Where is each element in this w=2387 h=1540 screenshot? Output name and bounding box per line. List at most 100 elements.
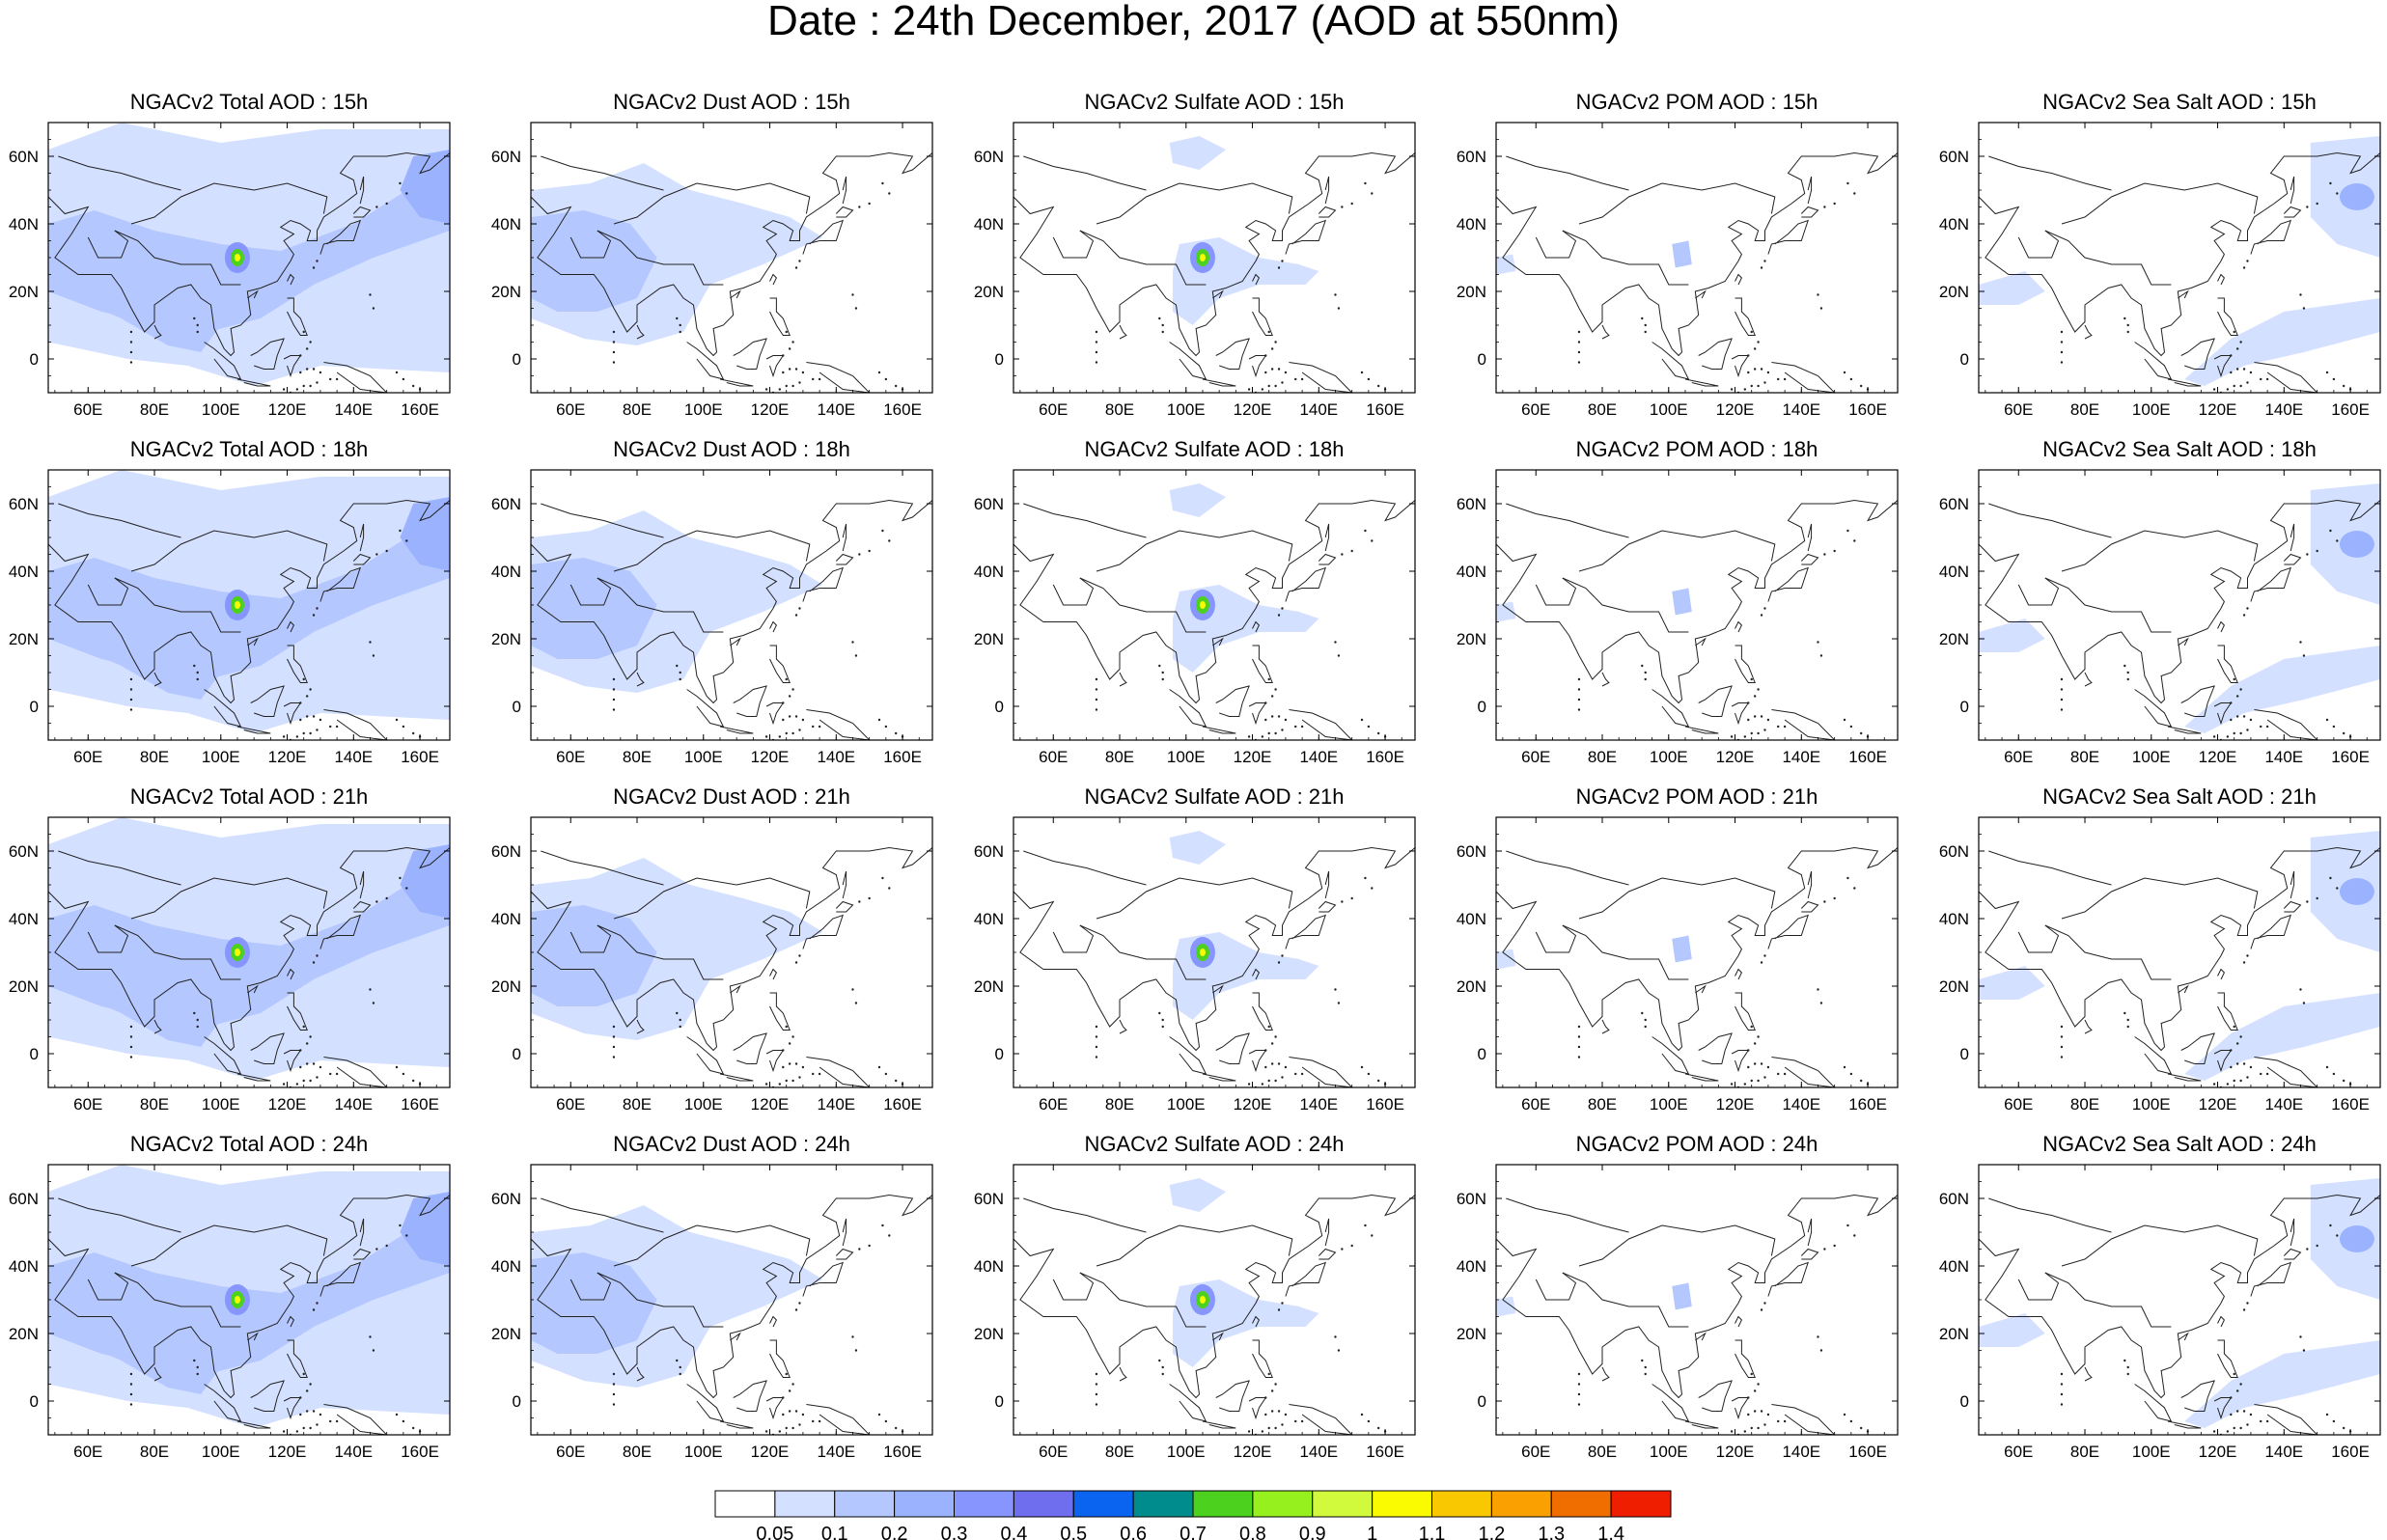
island-dot: [2242, 1410, 2246, 1413]
island-dot: [2316, 1244, 2318, 1248]
island-dot: [1853, 539, 1856, 542]
island-dot: [1757, 1426, 1760, 1430]
island-dot: [1300, 1419, 1304, 1423]
coastline: [613, 1224, 811, 1267]
coastline: [1318, 900, 1337, 913]
lon-tick-label: 120E: [268, 748, 307, 766]
lon-tick-label: 120E: [268, 1443, 307, 1461]
island-dot: [1641, 664, 1644, 668]
coastline: [802, 1261, 844, 1297]
coastline: [2254, 362, 2318, 393]
island-dot: [2239, 731, 2242, 735]
lon-tick-label: 60E: [2004, 400, 2033, 419]
island-dot: [2260, 1419, 2262, 1423]
coastline: [2254, 1057, 2318, 1087]
lat-tick-label: 0: [30, 350, 39, 369]
island-dot: [679, 1365, 681, 1369]
coastline: [2044, 577, 2172, 633]
coastline: [1096, 1224, 1293, 1267]
coastline: [2134, 689, 2173, 728]
island-dot: [612, 1045, 616, 1049]
island-dot: [788, 1062, 791, 1065]
coastline: [1979, 499, 2380, 704]
coastline: [1651, 1384, 1690, 1422]
coastline: [352, 900, 372, 913]
island-dot: [2302, 654, 2306, 657]
island-dot: [854, 1002, 858, 1004]
lon-tick-label: 160E: [1848, 1095, 1887, 1114]
lat-tick-label: 0: [30, 1045, 39, 1063]
panel-title: NGACv2 Sea Salt AOD : 21h: [2042, 784, 2317, 809]
coastline: [1324, 1218, 1330, 1247]
island-dot: [2336, 192, 2339, 195]
island-dot: [1161, 330, 1164, 334]
map-content: [1496, 846, 1898, 1087]
island-dot: [2235, 695, 2239, 698]
island-dot: [812, 725, 815, 729]
island-dot: [129, 1383, 133, 1386]
island-dot: [369, 1335, 372, 1338]
island-dot: [1371, 1234, 1374, 1237]
aod-field-mid: [1672, 935, 1692, 963]
coastline: [1979, 151, 2380, 357]
island-dot: [854, 654, 858, 657]
island-dot: [858, 553, 861, 556]
coastline: [531, 846, 932, 1052]
island-dot: [411, 731, 415, 735]
coastline: [569, 924, 612, 953]
island-dot: [676, 1359, 679, 1362]
island-dot: [881, 529, 884, 533]
island-dot: [1777, 1072, 1780, 1076]
coastline: [1324, 870, 1330, 899]
island-dot: [778, 1430, 782, 1433]
island-dot: [1730, 1083, 1734, 1086]
lon-tick-label: 60E: [556, 748, 585, 766]
coastline: [48, 846, 450, 1052]
coastline: [1252, 992, 1273, 1031]
island-dot: [854, 1349, 858, 1352]
island-dot: [2242, 1062, 2246, 1065]
lon-tick-label: 60E: [556, 1095, 585, 1114]
lat-tick-label: 40N: [1457, 563, 1486, 581]
coastline: [730, 984, 741, 994]
lon-tick-label: 160E: [1366, 1095, 1404, 1114]
island-dot: [196, 1372, 199, 1376]
lat-tick-label: 40N: [974, 215, 1004, 234]
lon-tick-label: 160E: [883, 1095, 922, 1114]
coastline: [769, 645, 791, 683]
island-dot: [305, 1389, 309, 1392]
lon-tick-label: 100E: [1167, 1443, 1206, 1461]
island-dot: [2126, 1018, 2129, 1022]
coastline: [842, 870, 847, 899]
island-dot: [399, 529, 402, 533]
map-content: [1013, 136, 1415, 393]
coastline: [1285, 566, 1326, 602]
island-dot: [1644, 671, 1647, 674]
island-dot: [1095, 1383, 1098, 1386]
coastline: [1252, 1339, 1273, 1378]
lon-tick-label: 160E: [883, 748, 922, 766]
island-dot: [2226, 735, 2230, 738]
coastline: [1202, 378, 1236, 387]
map-content: [531, 1194, 932, 1435]
island-dot: [1819, 1349, 1823, 1352]
colorbar-label: 0.1: [821, 1524, 848, 1540]
island-dot: [2342, 1426, 2345, 1430]
coastline: [1215, 685, 1250, 717]
island-dot: [1641, 1011, 1644, 1015]
island-dot: [1337, 1002, 1341, 1004]
island-dot: [1270, 347, 1274, 350]
island-dot: [679, 1372, 681, 1376]
lon-tick-label: 60E: [2004, 1443, 2033, 1461]
island-dot: [1760, 266, 1763, 269]
aod-field-mid: [48, 591, 221, 700]
coastline: [733, 1380, 767, 1412]
coastline: [153, 1019, 162, 1034]
lon-tick-label: 140E: [1782, 1443, 1820, 1461]
aod-field-light: [1979, 1313, 2045, 1347]
island-dot: [1750, 1372, 1753, 1376]
coastline: [1013, 1194, 1415, 1399]
island-dot: [1281, 1076, 1284, 1079]
coastline: [1202, 726, 1236, 734]
coastline: [1767, 566, 1809, 602]
